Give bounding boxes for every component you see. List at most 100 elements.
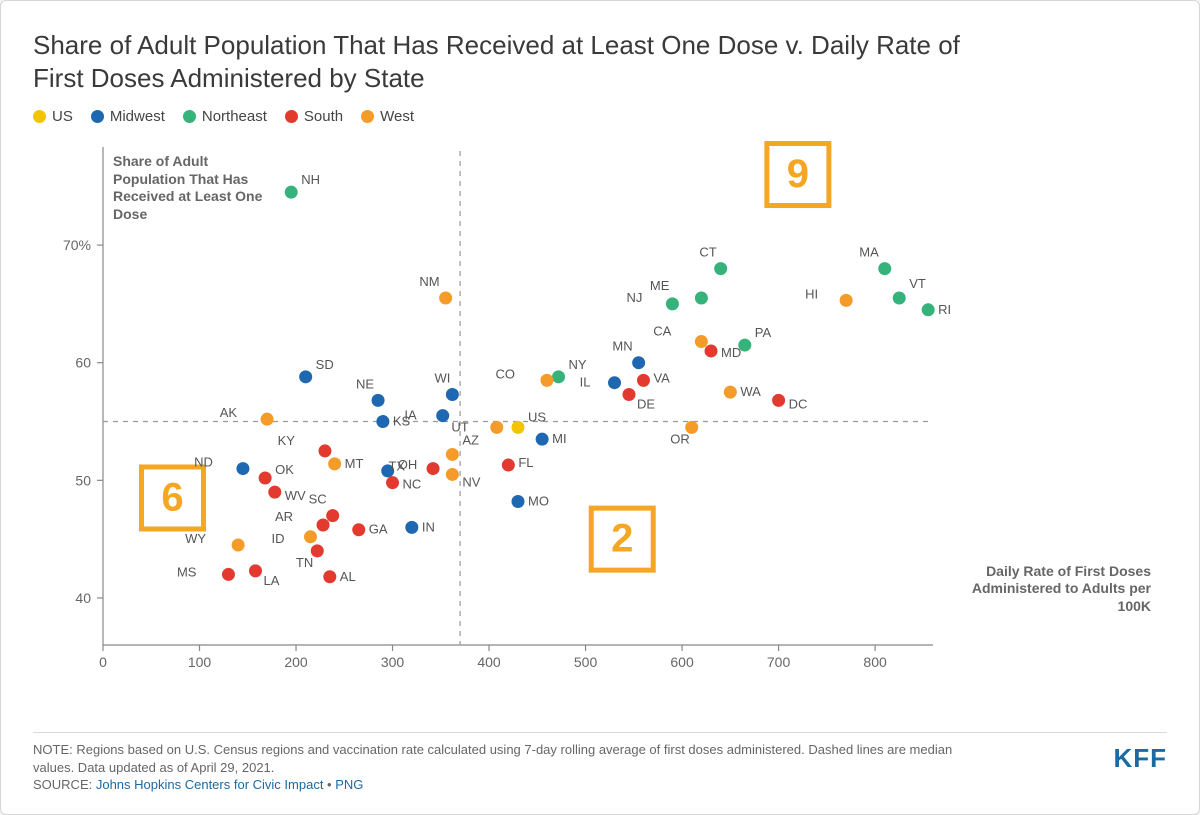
data-point	[386, 476, 399, 489]
data-point-label: FL	[518, 455, 533, 470]
data-point-label: IL	[580, 375, 591, 390]
data-point	[540, 374, 553, 387]
source-link-png[interactable]: PNG	[335, 777, 363, 792]
callout-number: 6	[161, 476, 183, 520]
data-point	[259, 471, 272, 484]
legend-item: West	[361, 108, 414, 125]
legend-swatch	[91, 110, 104, 123]
data-point-label: MT	[345, 456, 364, 471]
x-axis-title: Daily Rate of First Doses Administered t…	[951, 563, 1151, 616]
legend-item: US	[33, 108, 73, 125]
data-point	[304, 530, 317, 543]
data-point	[840, 294, 853, 307]
data-point-label: TN	[296, 555, 313, 570]
data-point	[261, 413, 274, 426]
legend-item: Northeast	[183, 108, 267, 125]
data-point-label: US	[528, 409, 546, 424]
data-point	[714, 262, 727, 275]
bullet: •	[323, 777, 335, 792]
legend-swatch	[285, 110, 298, 123]
data-point-label: VA	[653, 370, 670, 385]
footer-notes: NOTE: Regions based on U.S. Census regio…	[33, 741, 953, 794]
callout-number: 9	[787, 152, 809, 196]
chart-area: Share of Adult Population That Has Recei…	[43, 131, 1163, 691]
data-point-label: NV	[462, 474, 480, 489]
data-point-label: NC	[403, 477, 422, 492]
data-point-label: CA	[653, 324, 671, 339]
x-tick-label: 0	[99, 654, 107, 670]
source-label: SOURCE:	[33, 777, 96, 792]
footer: NOTE: Regions based on U.S. Census regio…	[33, 732, 1167, 794]
callout-number: 2	[611, 517, 633, 561]
data-point-label: ME	[650, 278, 670, 293]
data-point-label: MD	[721, 345, 741, 360]
data-point	[249, 564, 262, 577]
data-point-label: WV	[285, 488, 306, 503]
data-point-label: IA	[404, 408, 417, 423]
data-point-label: AL	[340, 569, 356, 584]
data-point	[446, 448, 459, 461]
data-point	[878, 262, 891, 275]
data-point-label: ND	[194, 455, 213, 470]
legend: US Midwest Northeast South West	[33, 108, 1167, 125]
y-tick-label: 60	[75, 355, 91, 371]
data-point-label: WY	[185, 531, 206, 546]
data-point	[622, 388, 635, 401]
data-point	[695, 335, 708, 348]
legend-label: Midwest	[110, 108, 165, 125]
legend-label: Northeast	[202, 108, 267, 125]
data-point-label: NH	[301, 172, 320, 187]
legend-label: US	[52, 108, 73, 125]
data-point	[695, 292, 708, 305]
data-point	[328, 457, 341, 470]
data-point-label: CT	[699, 245, 716, 260]
data-point-label: DE	[637, 396, 655, 411]
legend-swatch	[183, 110, 196, 123]
legend-label: South	[304, 108, 343, 125]
brand-logo: KFF	[1113, 741, 1167, 776]
data-point	[637, 374, 650, 387]
x-tick-label: 300	[381, 654, 405, 670]
data-point	[318, 444, 331, 457]
data-point-label: SD	[316, 357, 334, 372]
data-point	[232, 539, 245, 552]
data-point-label: NM	[419, 274, 439, 289]
data-point-label: WI	[434, 370, 450, 385]
y-tick-label: 70%	[63, 237, 91, 253]
data-point-label: HI	[805, 286, 818, 301]
data-point-label: MA	[859, 245, 879, 260]
x-tick-label: 500	[574, 654, 598, 670]
data-point-label: MO	[528, 494, 549, 509]
data-point	[490, 421, 503, 434]
data-point-label: PA	[755, 325, 772, 340]
data-point	[352, 523, 365, 536]
data-point	[893, 292, 906, 305]
data-point	[372, 394, 385, 407]
data-point	[512, 421, 525, 434]
source-link-1[interactable]: Johns Hopkins Centers for Civic Impact	[96, 777, 324, 792]
data-point	[236, 462, 249, 475]
data-point	[317, 519, 330, 532]
data-point-label: NE	[356, 376, 374, 391]
x-tick-label: 800	[863, 654, 887, 670]
data-point-label: OK	[275, 462, 294, 477]
data-point	[405, 521, 418, 534]
data-point	[552, 370, 565, 383]
data-point	[427, 462, 440, 475]
data-point	[222, 568, 235, 581]
data-point-label: VT	[909, 276, 926, 291]
chart-title: Share of Adult Population That Has Recei…	[33, 29, 1013, 94]
x-tick-label: 700	[767, 654, 791, 670]
data-point	[512, 495, 525, 508]
data-point	[666, 297, 679, 310]
data-point-label: GA	[369, 522, 388, 537]
data-point-label: TX	[388, 459, 405, 474]
chart-card: Share of Adult Population That Has Recei…	[0, 0, 1200, 815]
data-point	[436, 409, 449, 422]
data-point	[299, 370, 312, 383]
data-point	[326, 509, 339, 522]
data-point-label: AZ	[462, 432, 479, 447]
data-point	[608, 376, 621, 389]
data-point-label: OR	[670, 431, 690, 446]
data-point-label: SC	[309, 492, 327, 507]
